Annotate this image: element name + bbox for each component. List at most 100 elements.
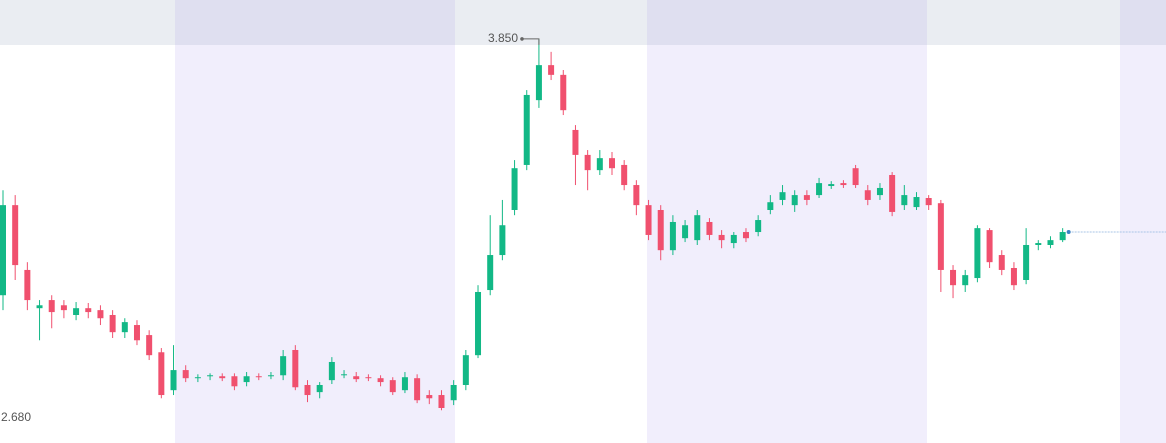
candle-body: [669, 221, 676, 251]
candle-body: [1010, 268, 1017, 286]
band-top: [1120, 0, 1166, 45]
candle-body: [621, 164, 628, 186]
candle-body: [292, 349, 299, 388]
candle-body: [36, 305, 43, 309]
candle-body: [913, 197, 920, 208]
candle-body: [511, 168, 518, 210]
max-marker-line: [522, 38, 540, 45]
max-marker-dot: [520, 37, 524, 41]
candle-body: [243, 376, 250, 383]
candle-body: [389, 380, 396, 393]
candle-body: [755, 220, 762, 233]
candle-body: [779, 192, 786, 200]
band: [175, 45, 455, 443]
candle-body: [438, 395, 445, 409]
candle-body: [158, 352, 165, 396]
candle-body: [0, 205, 6, 296]
candle-body: [353, 376, 360, 380]
candle-body: [803, 195, 810, 200]
candle-body: [365, 377, 372, 379]
candle-body: [998, 255, 1005, 270]
band-top: [175, 0, 455, 45]
candle-body: [401, 377, 408, 391]
candle-body: [475, 291, 482, 356]
candle-body: [986, 230, 993, 263]
candle-body: [901, 195, 908, 206]
candle-body: [255, 376, 262, 378]
candle-body: [596, 158, 603, 171]
band: [647, 45, 927, 443]
band-top: [647, 0, 927, 45]
candle-body: [97, 310, 104, 319]
candle-body: [499, 225, 506, 256]
candle-body: [170, 370, 177, 391]
candle-body: [791, 195, 798, 206]
candle-body: [950, 269, 957, 286]
top-strip: [0, 0, 1166, 45]
candle-body: [718, 234, 725, 241]
candle-body: [767, 202, 774, 210]
candle-body: [864, 190, 871, 200]
candle-body: [1059, 232, 1066, 241]
candle-body: [572, 129, 579, 155]
candle-body: [462, 355, 469, 385]
candle-body: [584, 154, 591, 171]
candle-body: [487, 255, 494, 291]
candle-body: [925, 198, 932, 206]
candle-body: [12, 205, 19, 266]
candle-body: [304, 384, 311, 396]
candle-body: [207, 375, 214, 377]
candle-body: [937, 203, 944, 270]
candle-body: [1047, 240, 1054, 245]
candle-body: [219, 376, 226, 379]
candle-body: [377, 378, 384, 383]
candle-body: [1023, 244, 1030, 280]
candle-body: [121, 322, 128, 333]
candle-body: [1035, 243, 1042, 245]
candle-body: [535, 65, 542, 101]
candle-body: [73, 308, 80, 315]
candle-body: [60, 305, 67, 311]
candle-body: [609, 158, 615, 169]
candle-body: [182, 370, 189, 379]
candle-body: [341, 374, 348, 376]
candle-body: [194, 377, 201, 379]
candle-body: [450, 384, 457, 401]
candle-body: [146, 335, 153, 356]
candle-body: [657, 209, 664, 251]
candle-body: [889, 174, 896, 212]
candle-body: [962, 275, 969, 286]
candle-body: [840, 183, 847, 186]
candle-body: [682, 225, 689, 239]
candle-body: [231, 376, 238, 387]
candle-body: [24, 269, 31, 301]
candle-body: [548, 65, 555, 75]
candle-body: [816, 183, 823, 196]
candle-body: [328, 361, 335, 381]
candle-body: [267, 375, 274, 377]
candle-body: [730, 234, 737, 244]
last-price-dot: [1066, 230, 1071, 235]
max-label: 3.850: [488, 31, 518, 45]
candle-body: [974, 228, 981, 279]
candle-body: [133, 325, 140, 341]
candle-body: [426, 395, 433, 399]
candle-body: [706, 221, 713, 235]
candle-body: [560, 74, 567, 111]
candle-body: [85, 308, 92, 313]
candle-body: [876, 187, 883, 196]
candle-body: [633, 185, 640, 206]
candle-body: [109, 314, 116, 333]
candle-body: [414, 378, 421, 401]
candle-body: [523, 94, 530, 165]
candle-body: [694, 215, 701, 241]
candle-body: [742, 232, 749, 239]
candle-body: [316, 384, 323, 393]
band: [1120, 45, 1166, 443]
candle-body: [645, 205, 652, 235]
candle-body: [828, 184, 835, 187]
candle-body: [48, 300, 55, 313]
candle-body: [852, 168, 859, 186]
min-label: 2.680: [1, 410, 31, 424]
